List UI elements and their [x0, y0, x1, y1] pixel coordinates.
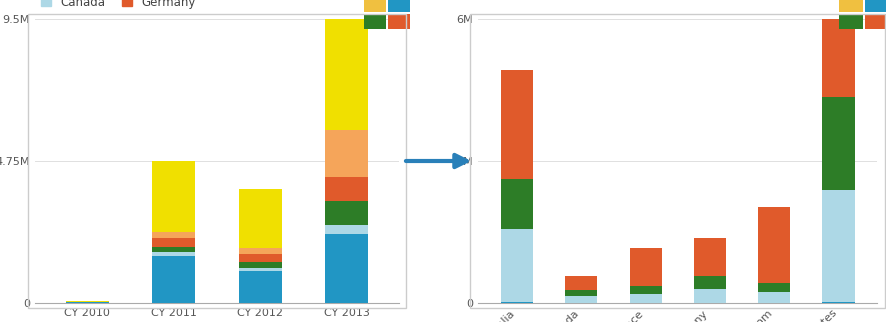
Bar — [630, 294, 662, 303]
Bar — [630, 248, 662, 286]
Bar — [238, 189, 282, 248]
Bar — [238, 254, 282, 262]
FancyBboxPatch shape — [865, 0, 886, 12]
Bar — [325, 130, 369, 177]
Bar — [238, 248, 282, 254]
Bar — [152, 232, 196, 238]
Bar — [501, 302, 533, 303]
Bar — [325, 225, 369, 234]
Bar — [152, 256, 196, 303]
Bar — [565, 290, 597, 296]
FancyBboxPatch shape — [388, 0, 409, 12]
Bar — [325, 201, 369, 225]
Bar — [501, 70, 533, 179]
Bar — [66, 301, 109, 302]
Bar — [152, 161, 196, 232]
FancyBboxPatch shape — [364, 0, 386, 12]
FancyBboxPatch shape — [388, 14, 409, 29]
Bar — [66, 302, 109, 303]
Bar — [152, 247, 196, 252]
Bar — [501, 179, 533, 229]
Bar — [565, 276, 597, 290]
Bar — [758, 283, 790, 292]
Bar — [630, 286, 662, 294]
Bar — [758, 292, 790, 303]
FancyBboxPatch shape — [839, 14, 863, 29]
Bar — [565, 296, 597, 303]
FancyBboxPatch shape — [865, 14, 886, 29]
Bar — [238, 271, 282, 303]
Bar — [822, 302, 855, 303]
Bar — [152, 252, 196, 256]
Bar — [694, 289, 726, 303]
Bar — [501, 229, 533, 302]
Bar — [325, 177, 369, 201]
Legend: Australia, Canada, France, Germany, United Kingdom, United States: Australia, Canada, France, Germany, Unit… — [42, 0, 427, 9]
Bar — [758, 207, 790, 283]
Bar — [238, 262, 282, 268]
Bar — [822, 190, 855, 302]
Bar — [694, 239, 726, 276]
Bar — [694, 276, 726, 289]
Bar — [238, 268, 282, 271]
Bar — [152, 238, 196, 247]
FancyBboxPatch shape — [839, 0, 863, 12]
Bar — [822, 97, 855, 190]
Bar — [822, 0, 855, 97]
FancyBboxPatch shape — [364, 14, 386, 29]
Bar — [325, 234, 369, 303]
Bar — [325, 19, 369, 130]
